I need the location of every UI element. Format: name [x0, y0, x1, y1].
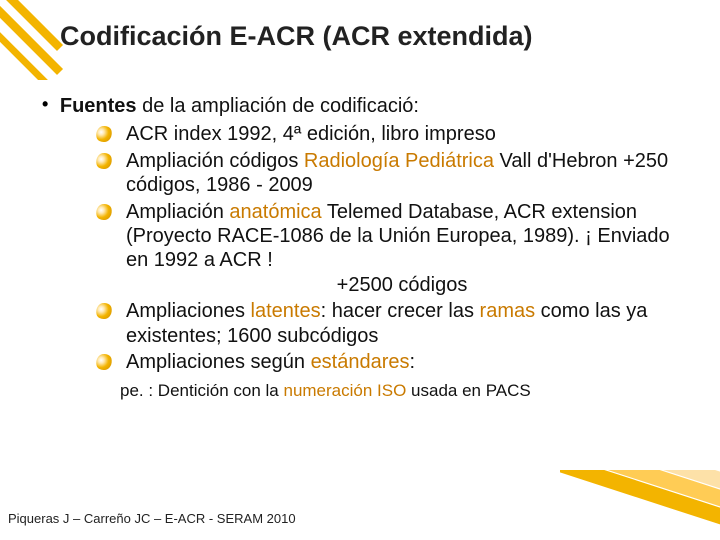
bullet-icon: •	[42, 94, 48, 115]
item-text: Ampliaciones según	[126, 351, 311, 373]
highlight-text: numeración ISO	[283, 381, 406, 400]
item-text: :	[410, 351, 416, 373]
highlight-text: anatómica	[229, 201, 321, 223]
item-text: Ampliaciones	[126, 300, 251, 322]
item-text: : hacer crecer las	[321, 300, 480, 322]
highlight-text: ramas	[480, 300, 536, 322]
list-item: Ampliación códigos Radiología Pediátrica…	[96, 149, 678, 198]
note-text: pe. : Dentición con la	[120, 381, 283, 400]
list-item: Ampliaciones según estándares:	[96, 350, 678, 374]
note-line: pe. : Dentición con la numeración ISO us…	[120, 380, 678, 401]
item-text: Ampliación	[126, 201, 229, 223]
item-text: Ampliación códigos	[126, 150, 304, 172]
slide-title: Codificación E-ACR (ACR extendida)	[60, 20, 688, 52]
list-item: ACR index 1992, 4ª edición, libro impres…	[96, 122, 678, 146]
list-item: Ampliaciones latentes: hacer crecer las …	[96, 299, 678, 348]
footer-text: Piqueras J – Carreño JC – E-ACR - SERAM …	[8, 511, 296, 526]
lead-rest: de la ampliación de codificació:	[137, 95, 419, 117]
list-item: Ampliación anatómica Telemed Database, A…	[96, 200, 678, 298]
item-subline: +2500 códigos	[126, 273, 678, 297]
slide: Codificación E-ACR (ACR extendida) • Fue…	[0, 0, 720, 540]
highlight-text: estándares	[311, 351, 410, 373]
highlight-text: Radiología Pediátrica	[304, 150, 494, 172]
items-list: ACR index 1992, 4ª edición, libro impres…	[96, 122, 678, 374]
lead-bold: Fuentes	[60, 95, 137, 117]
lead-line: • Fuentes de la ampliación de codificaci…	[42, 94, 688, 118]
highlight-text: latentes	[251, 300, 321, 322]
note-text: usada en PACS	[406, 381, 530, 400]
item-text: ACR index 1992, 4ª edición, libro impres…	[126, 123, 496, 145]
